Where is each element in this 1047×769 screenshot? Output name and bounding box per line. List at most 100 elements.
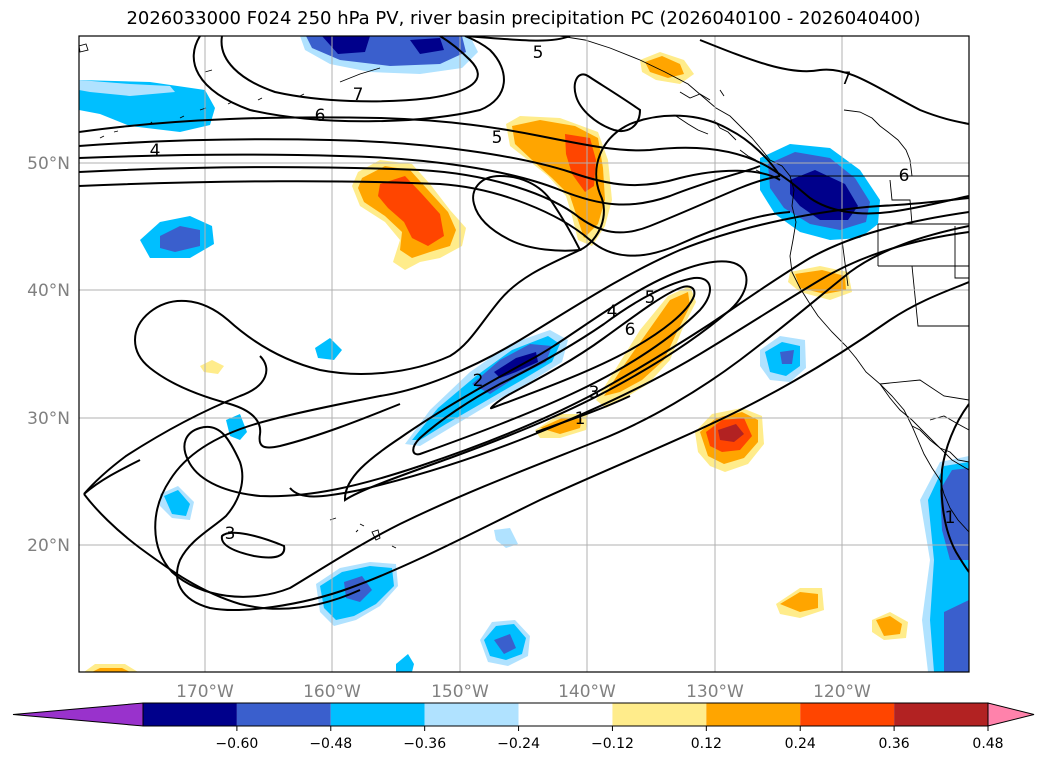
figure-title: 2026033000 F024 250 hPa PV, river basin …: [126, 8, 921, 29]
negative-anomaly: [494, 528, 518, 548]
gridlines: [79, 36, 969, 672]
colorbar-segment: [800, 703, 895, 726]
contour-label: 1: [575, 409, 586, 429]
positive-anomaly: [604, 292, 690, 396]
colorbar-tick-label: 0.12: [691, 736, 722, 752]
contour-label: 6: [899, 166, 910, 186]
pv-contour-tongue-3: [176, 211, 969, 611]
negative-anomaly: [315, 338, 342, 360]
negative-anomaly: [79, 80, 175, 96]
negative-anomaly: [322, 36, 370, 54]
colorbar-tick-label: 0.48: [972, 736, 1003, 752]
colorbar-tick-label: −0.48: [309, 736, 352, 752]
pv-contour-5-top: [464, 36, 571, 42]
map-area: 5 7 6 4 5 6 4 5 6 2 3 1 3 7 1: [79, 36, 969, 672]
lat-label: 40°N: [27, 281, 70, 301]
contour-label: 4: [150, 141, 161, 161]
colorbar-extend-high: [987, 702, 1035, 727]
colorbar-segment: [143, 703, 237, 726]
pv-contour-1-right: [940, 403, 969, 573]
islands: [79, 43, 397, 549]
border-states: [841, 179, 969, 327]
coastlines: [79, 36, 969, 549]
contour-label: 4: [607, 302, 618, 322]
pv-contour-tongue-3b: [289, 231, 969, 498]
contour-label: 1: [945, 508, 956, 528]
pv-contour-jet-5: [79, 180, 791, 257]
lat-label: 50°N: [27, 154, 70, 174]
colorbar-outline: [142, 702, 989, 727]
negative-anomaly: [494, 634, 516, 654]
contour-labels: 5 7 6 4 5 6 4 5 6 2 3 1 3 7 1: [150, 43, 956, 544]
colorbar: −0.60 −0.48 −0.36 −0.24 −0.12 0.12 0.24 0.36 0.4…: [12, 702, 1035, 752]
negative-anomaly: [790, 170, 858, 220]
pv-contour-tongue-left-b: [83, 493, 361, 610]
colorbar-segment: [424, 703, 519, 726]
lat-labels: 20°N 30°N 40°N 50°N: [27, 154, 70, 556]
pv-contour-outer-tongue: [154, 197, 969, 598]
negative-anomaly: [494, 352, 538, 378]
pv-contour-closed-3: [220, 531, 286, 559]
lon-labels: 170°W 160°W 150°W 140°W 130°W 120°W: [176, 682, 871, 702]
colorbar-segment: [236, 703, 331, 726]
colorbar-tick-label: −0.36: [403, 736, 446, 752]
contour-label: 5: [645, 288, 656, 308]
pv-contour-6-top: [192, 36, 505, 123]
contour-label: 2: [473, 371, 484, 391]
contour-label: 3: [589, 383, 600, 403]
pv-contours: [79, 36, 969, 611]
pv-contour-tongue-left-a: [83, 355, 268, 495]
lat-label: 20°N: [27, 536, 70, 556]
lon-label: 150°W: [431, 682, 489, 702]
colorbar-extend-low: [12, 702, 144, 727]
contour-label: 7: [353, 85, 364, 105]
positive-anomaly: [876, 616, 902, 636]
contour-label: 6: [315, 106, 326, 126]
negative-anomaly: [944, 600, 969, 672]
pv-contour-inner-5: [412, 276, 711, 456]
pv-contour-big-loop: [134, 114, 781, 449]
lon-label: 160°W: [303, 682, 361, 702]
positive-anomaly: [540, 418, 582, 434]
pv-contour-1-jet: [535, 395, 631, 433]
positive-anomaly: [645, 56, 684, 78]
colorbar-segment: [518, 703, 613, 726]
pv-contour-jet-4: [79, 166, 781, 234]
pv-contour-7-right: [699, 39, 969, 125]
colorbar-tick-label: 0.36: [879, 736, 910, 752]
map-frame: [78, 35, 970, 673]
contour-label: 5: [492, 128, 503, 148]
lon-label: 120°W: [813, 682, 871, 702]
pv-contour-jet-3: [79, 153, 761, 206]
lon-label: 140°W: [558, 682, 616, 702]
colorbar-tick-label: 0.24: [785, 736, 816, 752]
lat-label: 30°N: [27, 409, 70, 429]
colorbar-segment: [330, 703, 425, 726]
positive-anomaly: [378, 176, 444, 246]
coastline-bc: [675, 89, 913, 177]
pv-contour-loop-2: [472, 174, 582, 252]
coastline-baja: [879, 383, 969, 533]
colorbar-tick-label: −0.60: [215, 736, 258, 752]
lon-label: 170°W: [176, 682, 234, 702]
contour-label: 5: [533, 43, 544, 63]
negative-anomaly: [396, 654, 414, 672]
contour-label: 7: [841, 69, 852, 89]
contour-label: 3: [225, 524, 236, 544]
positive-anomaly: [200, 360, 224, 374]
contour-label: 6: [625, 320, 636, 340]
colorbar-tick-label: −0.12: [591, 736, 634, 752]
border-us-mexico: [879, 379, 969, 401]
positive-anomaly: [780, 592, 818, 612]
lon-label: 130°W: [686, 682, 744, 702]
pv-contour-inner-6: [490, 285, 696, 410]
colorbar-segment: [894, 703, 988, 726]
pv-contour-loop-3: [573, 73, 642, 132]
colorbar-tick-label: −0.24: [497, 736, 540, 752]
pv-contour-inner-4: [343, 260, 748, 502]
negative-anomaly: [410, 38, 444, 54]
pv-contour-jet-2: [79, 138, 781, 187]
colorbar-segment: [706, 703, 801, 726]
negative-anomaly: [164, 490, 190, 516]
